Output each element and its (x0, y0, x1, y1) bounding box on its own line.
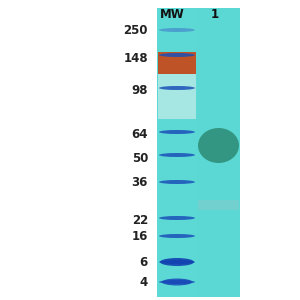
Text: MW: MW (160, 8, 184, 20)
Text: 148: 148 (123, 52, 148, 64)
Ellipse shape (159, 216, 195, 220)
Ellipse shape (159, 86, 195, 90)
Text: 50: 50 (132, 152, 148, 164)
Bar (158, 52, 196, 74)
Ellipse shape (159, 234, 195, 238)
Text: 1: 1 (211, 8, 219, 20)
Bar (157, 8, 240, 297)
Ellipse shape (159, 153, 195, 157)
Text: 36: 36 (132, 176, 148, 190)
Ellipse shape (159, 180, 195, 184)
Text: 16: 16 (132, 230, 148, 244)
Ellipse shape (159, 28, 195, 32)
Ellipse shape (159, 130, 195, 134)
Bar (158, 74, 196, 119)
Text: 22: 22 (132, 214, 148, 226)
Ellipse shape (162, 278, 192, 286)
Text: 98: 98 (131, 83, 148, 97)
Bar (198, 200, 239, 210)
Ellipse shape (160, 258, 194, 266)
Text: 4: 4 (140, 277, 148, 290)
Text: 6: 6 (140, 256, 148, 269)
Text: 64: 64 (131, 128, 148, 142)
Ellipse shape (159, 280, 195, 284)
Ellipse shape (198, 128, 239, 163)
Ellipse shape (159, 260, 195, 264)
Ellipse shape (159, 53, 195, 57)
Bar (157, 8, 197, 297)
Text: 250: 250 (124, 23, 148, 37)
